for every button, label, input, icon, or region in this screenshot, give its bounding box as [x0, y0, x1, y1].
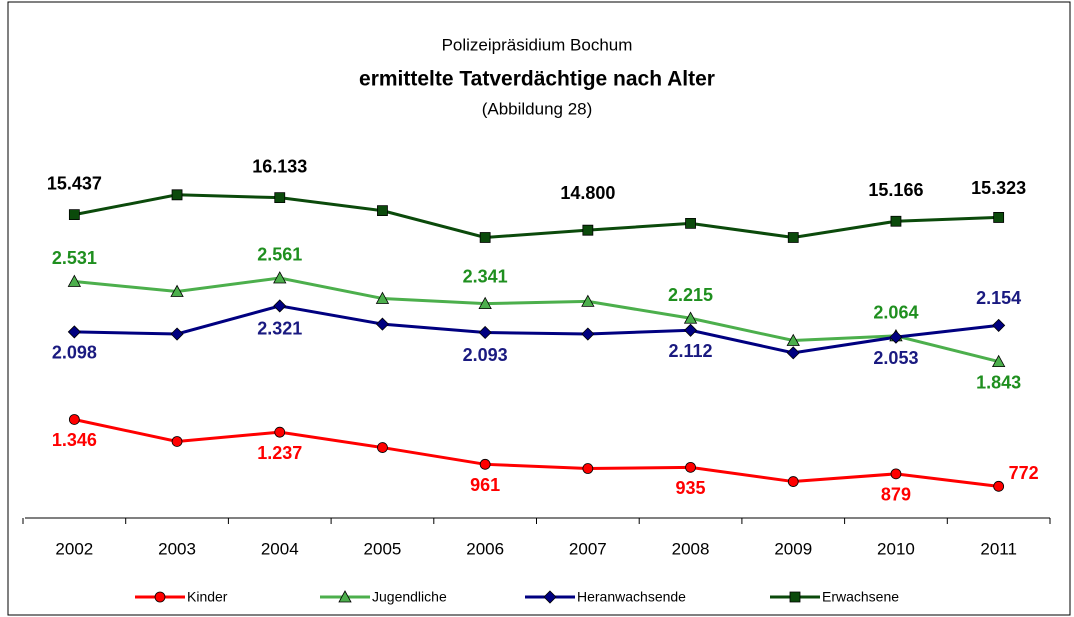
data-point: [993, 480, 1005, 492]
data-point: [479, 458, 491, 470]
data-label: 2.321: [257, 319, 302, 339]
data-point: [274, 192, 286, 204]
legend-label: Heranwachsende: [577, 589, 686, 605]
data-point: [478, 325, 492, 340]
chart-subtitle: (Abbildung 28): [482, 99, 593, 118]
data-point: [170, 327, 184, 341]
data-label: 2.531: [52, 248, 97, 268]
data-point: [581, 294, 595, 307]
data-label: 2.215: [668, 285, 713, 305]
data-label: 2.064: [873, 303, 918, 323]
data-point: [890, 215, 902, 227]
data-point: [683, 323, 698, 337]
legend-marker: [543, 590, 557, 604]
data-point: [786, 333, 800, 346]
data-point: [890, 468, 902, 480]
x-tick-label: 2007: [569, 539, 607, 558]
data-label: 14.800: [560, 183, 615, 203]
data-label: 2.561: [257, 245, 302, 265]
data-point: [786, 346, 800, 360]
data-label: 879: [881, 485, 911, 505]
data-label: 15.323: [971, 178, 1026, 198]
data-point: [170, 284, 184, 297]
x-tick-label: 2004: [261, 539, 299, 558]
data-point: [479, 232, 491, 243]
legend-label: Erwachsene: [822, 589, 899, 605]
legend-marker: [338, 590, 352, 603]
data-label: 1.237: [257, 443, 302, 463]
data-label: 16.133: [252, 156, 307, 176]
data-point: [685, 217, 696, 229]
data-point: [582, 463, 594, 474]
chart-supertitle: Polizeipräsidium Bochum: [442, 35, 633, 54]
data-point: [68, 209, 80, 221]
data-point: [68, 414, 80, 425]
legend-label: Jugendliche: [372, 589, 447, 605]
data-point: [273, 299, 287, 313]
data-label: 2.053: [873, 348, 918, 368]
data-label: 2.154: [976, 288, 1021, 308]
x-tick-label: 2009: [774, 539, 812, 558]
data-point: [375, 317, 390, 331]
series-line: [74, 276, 1000, 364]
data-point: [991, 354, 1006, 368]
legend-marker: [789, 591, 801, 603]
data-point: [685, 461, 696, 473]
data-point: [273, 271, 287, 284]
data-point: [992, 318, 1006, 332]
data-point: [171, 436, 183, 447]
x-tick-label: 2003: [158, 539, 196, 558]
legend-label: Kinder: [187, 589, 228, 605]
series-line: [74, 193, 999, 240]
data-point: [683, 311, 698, 324]
data-point: [889, 330, 903, 344]
chart-frame: [7, 1, 1071, 616]
data-label: 2.093: [463, 345, 508, 365]
data-label: 15.437: [47, 173, 102, 193]
x-tick-label: 2008: [672, 539, 710, 558]
data-label: 2.098: [52, 343, 97, 363]
data-label: 2.112: [669, 341, 713, 361]
data-label: 935: [676, 478, 706, 498]
data-point: [375, 291, 390, 304]
x-tick-label: 2011: [980, 539, 1017, 558]
data-point: [787, 476, 799, 487]
data-label: 1.843: [976, 372, 1021, 392]
x-tick-label: 2002: [55, 539, 93, 558]
data-label: 1.346: [52, 430, 97, 450]
series-line: [74, 304, 999, 355]
data-point: [67, 274, 82, 287]
data-point: [67, 325, 81, 339]
chart-title: ermittelte Tatverdächtige nach Alter: [359, 68, 715, 91]
data-label: 772: [1009, 463, 1039, 483]
data-point: [581, 327, 595, 341]
data-point: [993, 212, 1005, 223]
data-point: [377, 442, 388, 453]
x-tick-label: 2006: [466, 539, 504, 558]
series-line: [74, 418, 999, 488]
data-point: [787, 232, 799, 243]
data-point: [274, 426, 286, 438]
data-point: [478, 296, 492, 310]
data-label: 15.166: [868, 180, 923, 200]
x-tick-label: 2010: [877, 539, 915, 558]
legend-marker: [154, 591, 166, 603]
data-point: [582, 224, 594, 236]
data-point: [377, 205, 388, 217]
x-tick-label: 2005: [364, 539, 402, 558]
data-label: 961: [470, 475, 500, 495]
data-point: [171, 189, 183, 201]
data-label: 2.341: [463, 266, 508, 286]
